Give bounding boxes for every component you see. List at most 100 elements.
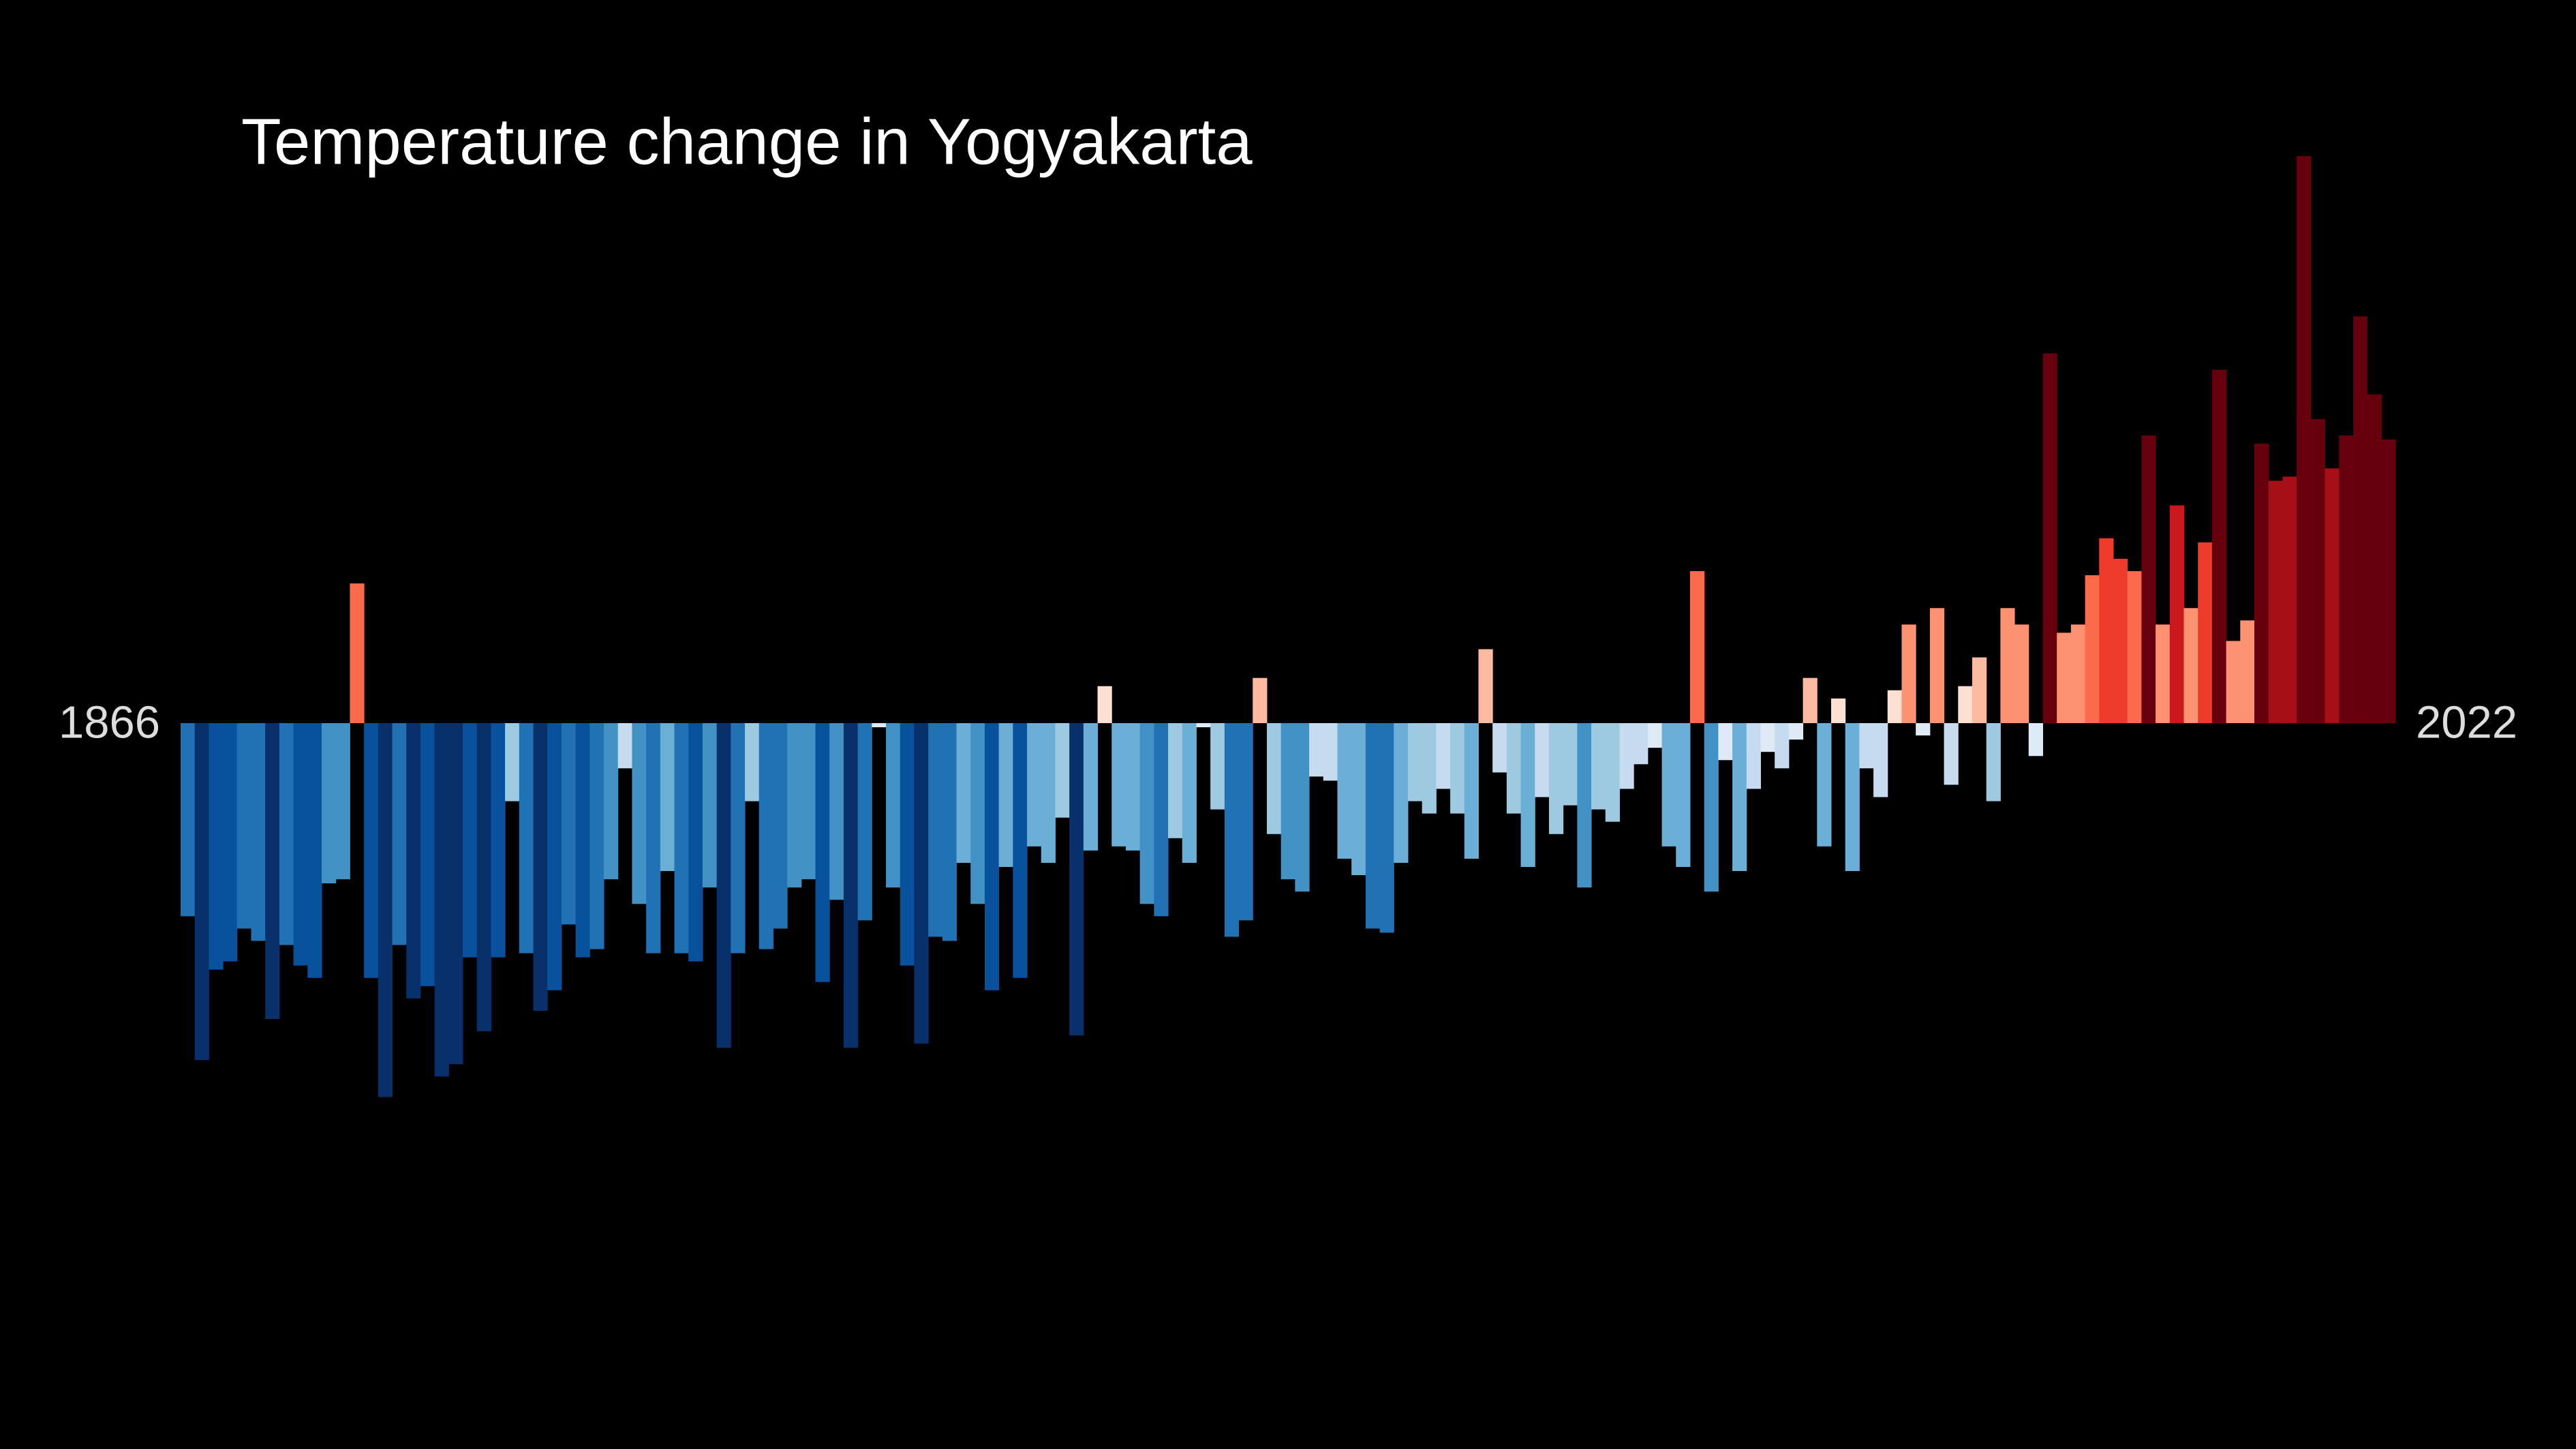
bar bbox=[1097, 686, 1112, 723]
bar bbox=[1506, 723, 1522, 814]
bar bbox=[632, 723, 647, 904]
bar bbox=[1154, 723, 1169, 917]
bar bbox=[1647, 723, 1663, 748]
bar bbox=[1027, 723, 1042, 846]
bar bbox=[1309, 723, 1324, 777]
bar bbox=[1972, 657, 1987, 723]
bar bbox=[589, 723, 604, 949]
bar bbox=[1859, 723, 1874, 769]
bar bbox=[2183, 608, 2198, 723]
bar bbox=[378, 723, 393, 1097]
bar bbox=[1520, 723, 1535, 867]
bar bbox=[236, 723, 252, 929]
bar bbox=[476, 723, 491, 1032]
bar bbox=[2028, 723, 2043, 757]
x-start-label: 1866 bbox=[59, 697, 160, 748]
bar bbox=[505, 723, 520, 802]
bar bbox=[1238, 723, 1253, 921]
bar bbox=[406, 723, 421, 998]
bar bbox=[928, 723, 943, 937]
bar bbox=[1704, 723, 1719, 892]
bar bbox=[1605, 723, 1620, 822]
bar bbox=[194, 723, 209, 1061]
bar bbox=[1901, 624, 1916, 723]
bar bbox=[223, 723, 238, 962]
bar bbox=[1323, 723, 1338, 781]
bar bbox=[1478, 649, 1493, 723]
bar bbox=[1069, 723, 1084, 1036]
bar bbox=[1055, 723, 1070, 818]
bar bbox=[2198, 542, 2213, 723]
bar bbox=[2297, 156, 2312, 724]
bar bbox=[1689, 570, 1705, 723]
bar bbox=[2240, 620, 2255, 723]
bar bbox=[1746, 723, 1761, 789]
bar bbox=[815, 723, 830, 982]
bar bbox=[1295, 723, 1310, 892]
bar bbox=[1253, 677, 1268, 723]
bar bbox=[731, 723, 746, 954]
bar bbox=[1182, 723, 1197, 863]
bar bbox=[2099, 538, 2114, 723]
bar bbox=[1732, 723, 1747, 872]
bar bbox=[2381, 440, 2396, 723]
bar bbox=[1111, 723, 1126, 846]
bar bbox=[1619, 723, 1634, 789]
bar bbox=[1196, 723, 1211, 728]
bar bbox=[251, 723, 266, 941]
bar bbox=[463, 723, 478, 958]
bar bbox=[1266, 723, 1282, 834]
bar bbox=[1929, 608, 1945, 723]
bar bbox=[364, 723, 379, 978]
bar bbox=[1365, 723, 1381, 929]
bar bbox=[547, 723, 562, 990]
bar bbox=[1775, 723, 1790, 769]
bar bbox=[829, 723, 844, 900]
bar bbox=[1492, 723, 1507, 773]
bar bbox=[872, 723, 887, 728]
bar bbox=[1281, 723, 1295, 880]
bar bbox=[1125, 723, 1141, 851]
bar bbox=[491, 723, 506, 958]
bar bbox=[279, 723, 294, 945]
bar bbox=[1013, 723, 1028, 978]
bar bbox=[1958, 686, 1973, 723]
bar bbox=[1535, 723, 1550, 797]
bar bbox=[1563, 723, 1578, 806]
bar bbox=[1041, 723, 1056, 863]
bar bbox=[745, 723, 760, 802]
bar bbox=[2352, 316, 2368, 723]
bar bbox=[773, 723, 788, 929]
bar bbox=[350, 583, 365, 723]
bar bbox=[956, 723, 971, 863]
bar bbox=[561, 723, 577, 925]
bar bbox=[2000, 608, 2015, 723]
bar bbox=[857, 723, 872, 921]
bar bbox=[758, 723, 773, 949]
bar bbox=[2268, 481, 2283, 723]
bar bbox=[2226, 641, 2241, 723]
bar bbox=[2211, 369, 2227, 723]
bar bbox=[1407, 723, 1423, 802]
x-end-label: 2022 bbox=[2416, 697, 2517, 748]
bar bbox=[2310, 418, 2325, 723]
bar bbox=[1450, 723, 1465, 814]
bar bbox=[1436, 723, 1451, 789]
bar bbox=[900, 723, 915, 966]
bar bbox=[1873, 723, 1888, 797]
bar bbox=[519, 723, 534, 954]
bar bbox=[181, 723, 196, 917]
bar bbox=[2057, 632, 2072, 723]
bar bbox=[1830, 698, 1846, 723]
bar bbox=[646, 723, 661, 954]
bar bbox=[1577, 723, 1592, 888]
bar bbox=[307, 723, 322, 978]
bar bbox=[533, 723, 548, 1011]
bar bbox=[1548, 723, 1564, 834]
bar bbox=[1760, 723, 1775, 752]
bar bbox=[1394, 723, 1409, 863]
bar bbox=[617, 723, 632, 769]
bar bbox=[2141, 436, 2156, 723]
bar bbox=[1337, 723, 1352, 859]
bar bbox=[2014, 624, 2029, 723]
